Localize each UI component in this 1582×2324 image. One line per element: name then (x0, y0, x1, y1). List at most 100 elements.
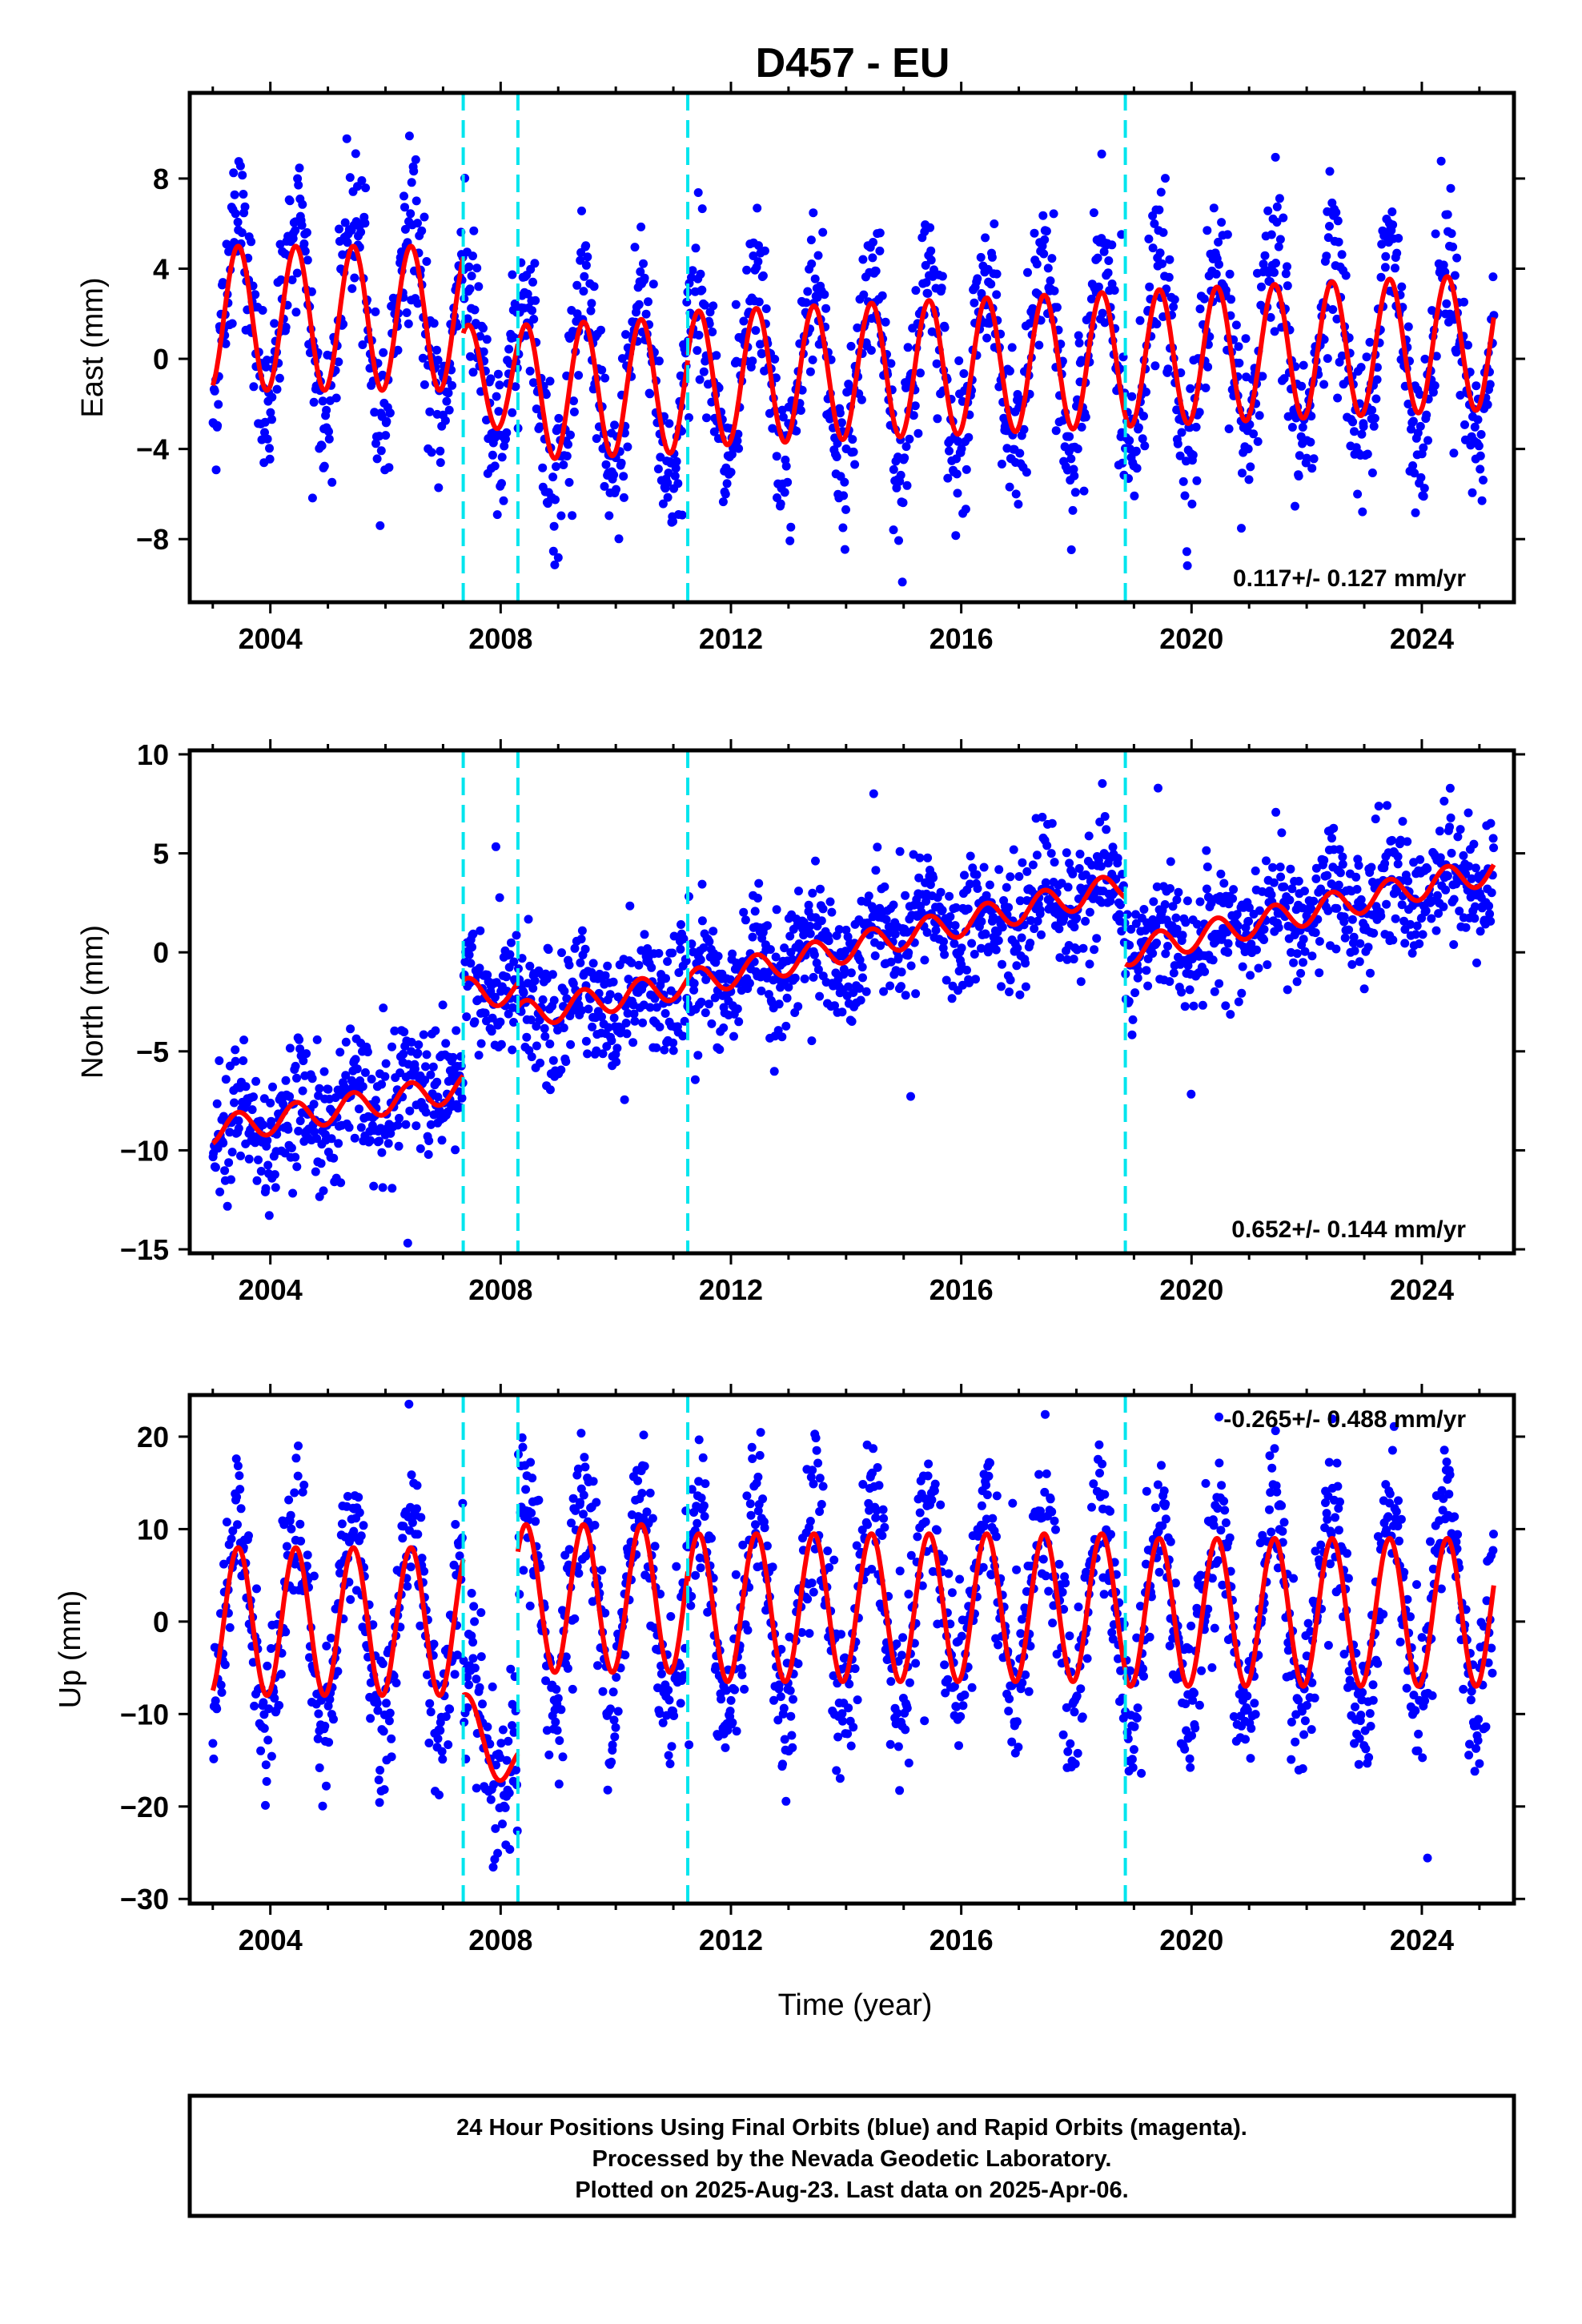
data-point (265, 454, 275, 464)
data-point (886, 359, 896, 368)
data-point (324, 427, 333, 436)
data-point (669, 1046, 678, 1055)
data-point (954, 436, 963, 446)
data-point (462, 1012, 472, 1022)
data-point (1244, 916, 1253, 926)
data-point (696, 955, 705, 964)
data-point (406, 209, 416, 219)
data-point (1089, 208, 1098, 218)
data-point (354, 1493, 363, 1502)
data-point (452, 1026, 461, 1035)
data-point (275, 373, 284, 383)
data-point (1456, 825, 1465, 834)
data-point (324, 434, 334, 444)
data-point (1229, 885, 1239, 895)
data-point (1322, 251, 1331, 261)
data-point (424, 1150, 433, 1160)
data-point (541, 390, 551, 400)
data-point (399, 1049, 408, 1059)
data-point (293, 174, 303, 183)
data-point (1062, 955, 1072, 964)
data-point (403, 1582, 412, 1591)
data-point (649, 1623, 659, 1633)
data-point (1483, 400, 1492, 409)
data-point (463, 314, 472, 324)
data-point (380, 1072, 390, 1081)
data-point (509, 1727, 519, 1737)
data-point (921, 897, 931, 906)
data-point (346, 1024, 355, 1034)
data-point (1015, 896, 1025, 906)
data-point (436, 446, 445, 456)
data-point (970, 298, 979, 308)
data-point (523, 289, 532, 299)
data-point (559, 460, 568, 469)
data-point (1041, 878, 1050, 887)
data-point (894, 536, 903, 545)
data-point (1028, 860, 1038, 870)
data-point (629, 1009, 639, 1019)
data-point (733, 1004, 742, 1014)
data-point (841, 925, 851, 935)
data-point (576, 1498, 584, 1507)
data-point (564, 440, 572, 449)
data-point (910, 401, 920, 411)
data-point (1180, 1002, 1190, 1011)
data-point (1376, 272, 1386, 282)
data-point (809, 1479, 818, 1489)
data-point (1263, 960, 1272, 970)
data-point (263, 1160, 273, 1170)
data-point (532, 404, 541, 414)
data-point (429, 1639, 439, 1649)
data-point (1415, 390, 1424, 399)
data-point (940, 950, 950, 959)
y-tick-label: 10 (137, 738, 169, 771)
data-point (926, 223, 935, 232)
data-point (482, 335, 492, 344)
data-point (1428, 388, 1438, 397)
data-point (838, 1716, 847, 1726)
data-point (1038, 812, 1047, 822)
model-curve-segment-4 (685, 290, 1128, 448)
data-point (813, 965, 823, 975)
data-point (292, 1162, 302, 1172)
data-point (358, 340, 367, 349)
data-point (351, 1055, 360, 1064)
data-point (263, 434, 272, 444)
data-point (1182, 896, 1192, 906)
data-point (817, 1500, 826, 1509)
data-point (834, 925, 844, 935)
data-point (1307, 951, 1317, 961)
data-point (299, 239, 309, 248)
data-point (835, 1774, 845, 1783)
data-point (217, 1687, 227, 1697)
x-tick-label: 2020 (1159, 1273, 1223, 1306)
x-tick-label: 2016 (930, 622, 994, 655)
data-point (896, 470, 905, 480)
data-point (1117, 927, 1126, 936)
data-point (548, 970, 557, 979)
data-point (235, 1471, 244, 1481)
data-point (299, 1480, 309, 1490)
data-point (1201, 383, 1211, 392)
data-point (512, 1765, 520, 1775)
data-point (754, 297, 764, 307)
data-point (283, 1124, 293, 1134)
data-point (307, 493, 317, 503)
data-point (877, 291, 887, 300)
data-point (251, 1076, 261, 1086)
data-point (785, 536, 795, 545)
data-point (933, 414, 942, 424)
data-point (1057, 879, 1066, 888)
data-point (316, 1159, 326, 1168)
data-point (343, 238, 352, 247)
data-point (1270, 267, 1279, 277)
data-point (417, 1554, 427, 1563)
data-point (1249, 429, 1259, 439)
data-point (1032, 850, 1042, 860)
data-point (566, 1039, 576, 1049)
data-point (444, 405, 454, 415)
data-point (315, 1084, 324, 1093)
data-point (325, 1695, 335, 1704)
data-point (1165, 255, 1174, 264)
